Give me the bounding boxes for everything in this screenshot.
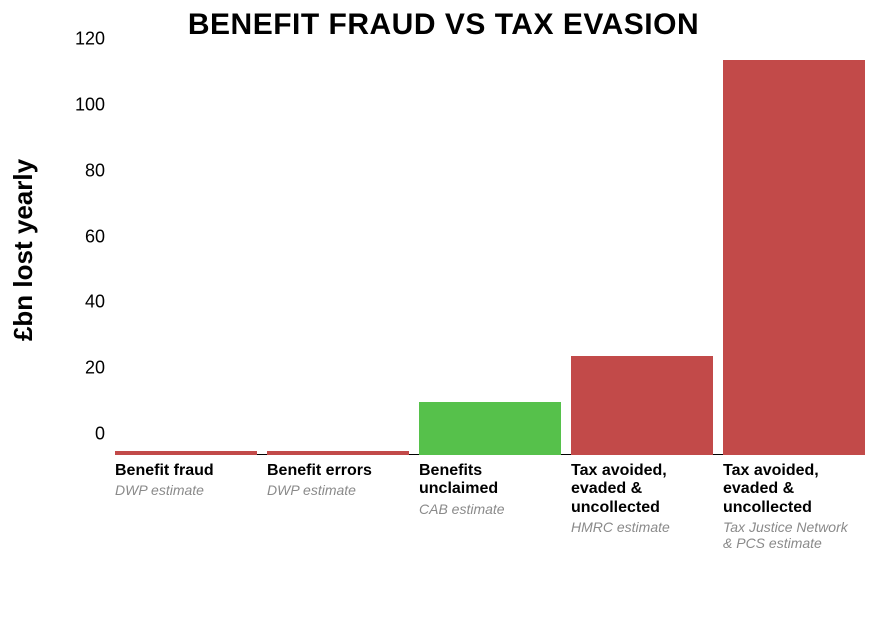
x-labels-row: Benefit fraud DWP estimate Benefit errors D… [115,462,865,551]
x-label-slot: Tax avoided, evaded & uncollected HMRC es… [571,462,713,551]
bar [723,60,865,455]
x-label-slot: Benefits unclaimed CAB estimate [419,462,561,551]
bar [115,451,257,455]
chart-title: BENEFIT FRAUD VS TAX EVASION [0,8,887,42]
y-tick: 100 [75,94,105,115]
x-sublabel: CAB estimate [419,501,555,517]
bar [419,402,561,455]
bar-slot [419,60,561,455]
x-sublabel: DWP estimate [115,482,251,498]
bar-slot [571,60,713,455]
x-label-slot: Tax avoided, evaded & uncollectedTax Jus… [723,462,865,551]
y-tick: 0 [95,424,105,445]
y-tick: 60 [85,226,105,247]
chart-container: BENEFIT FRAUD VS TAX EVASION £bn lost ye… [0,0,887,623]
x-label: Benefit errors [267,462,403,480]
x-label: Tax avoided, evaded & uncollected [571,462,707,517]
x-label: Benefit fraud [115,462,251,480]
y-axis-label: £bn lost yearly [8,159,39,341]
x-sublabel: HMRC estimate [571,519,707,535]
y-tick: 20 [85,358,105,379]
x-label: Tax avoided, evaded & uncollected [723,462,859,517]
x-label-slot: Benefit fraud DWP estimate [115,462,257,551]
plot-area: 020406080100120 [115,60,865,455]
x-sublabel: DWP estimate [267,482,403,498]
x-label-slot: Benefit errors DWP estimate [267,462,409,551]
x-label: Benefits unclaimed [419,462,555,499]
y-tick: 40 [85,292,105,313]
bars-row [115,60,865,455]
bar [267,451,409,455]
bar-slot [115,60,257,455]
bar [571,356,713,455]
y-tick: 80 [85,160,105,181]
y-tick: 120 [75,29,105,50]
bar-slot [267,60,409,455]
x-sublabel: Tax Justice Network & PCS estimate [723,519,859,551]
bar-slot [723,60,865,455]
